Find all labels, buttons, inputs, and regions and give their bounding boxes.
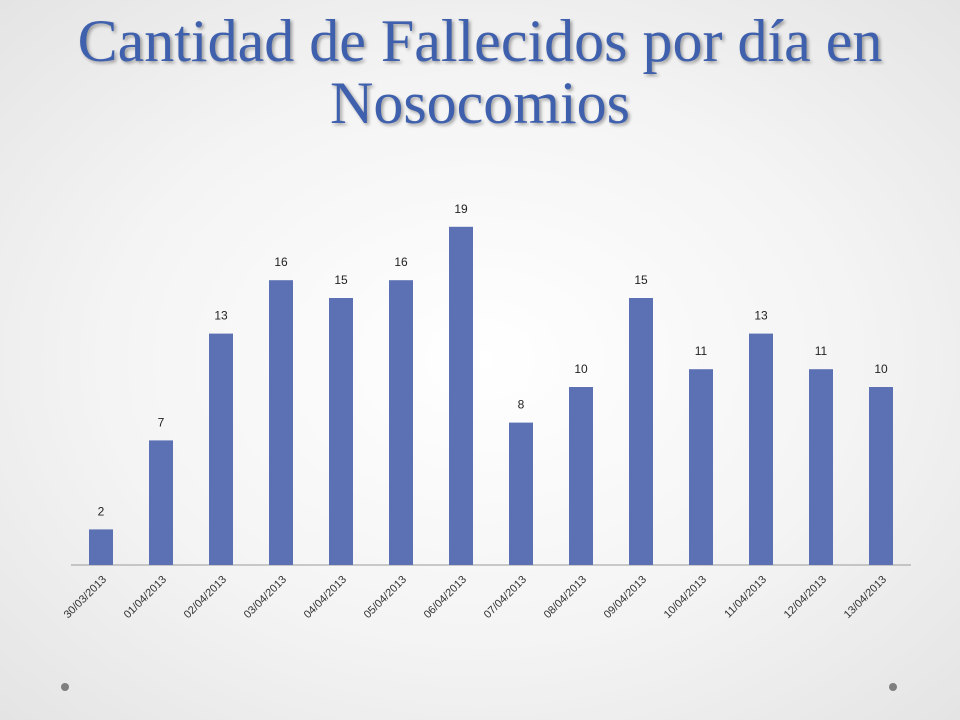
bar bbox=[689, 369, 713, 565]
bar bbox=[149, 440, 173, 565]
x-tick-label: 03/04/2013 bbox=[242, 574, 289, 621]
value-label: 10 bbox=[574, 362, 588, 376]
bar bbox=[569, 387, 593, 565]
bar bbox=[269, 280, 293, 565]
x-tick-label: 12/04/2013 bbox=[782, 574, 829, 621]
x-tick-label: 07/04/2013 bbox=[482, 574, 529, 621]
value-label: 16 bbox=[274, 255, 288, 269]
value-label: 7 bbox=[158, 415, 165, 429]
bar bbox=[329, 298, 353, 565]
decor-dot bbox=[889, 683, 897, 691]
x-tick-label: 01/04/2013 bbox=[122, 574, 169, 621]
bar bbox=[749, 333, 773, 565]
value-label: 15 bbox=[334, 273, 348, 287]
x-tick-label: 13/04/2013 bbox=[842, 574, 889, 621]
value-label: 19 bbox=[454, 202, 468, 216]
value-label: 13 bbox=[214, 309, 228, 323]
x-tick-label: 08/04/2013 bbox=[542, 574, 589, 621]
bar bbox=[449, 226, 473, 566]
value-label: 15 bbox=[634, 273, 648, 287]
x-tick-label: 04/04/2013 bbox=[302, 574, 349, 621]
value-label: 16 bbox=[394, 255, 408, 269]
value-label: 11 bbox=[695, 344, 708, 358]
x-tick-label: 06/04/2013 bbox=[422, 574, 469, 621]
bar bbox=[89, 529, 113, 565]
bar bbox=[869, 387, 893, 565]
value-label: 8 bbox=[518, 398, 525, 412]
bar bbox=[809, 369, 833, 565]
x-tick-label: 02/04/2013 bbox=[182, 574, 229, 621]
decor-dot bbox=[61, 683, 69, 691]
value-label: 10 bbox=[874, 362, 888, 376]
bar bbox=[509, 422, 533, 565]
value-label: 2 bbox=[98, 504, 105, 518]
value-label: 11 bbox=[815, 344, 828, 358]
x-tick-label: 11/04/2013 bbox=[722, 574, 769, 621]
x-tick-label: 09/04/2013 bbox=[602, 574, 649, 621]
x-tick-label: 10/04/2013 bbox=[662, 574, 709, 621]
value-label: 13 bbox=[754, 309, 768, 323]
bar bbox=[389, 280, 413, 565]
x-tick-label: 05/04/2013 bbox=[362, 574, 409, 621]
chart-title: Cantidad de Fallecidos por día en Nosoco… bbox=[77, 8, 883, 136]
bar bbox=[209, 333, 233, 565]
x-tick-label: 30/03/2013 bbox=[62, 574, 109, 621]
bar bbox=[629, 298, 653, 565]
